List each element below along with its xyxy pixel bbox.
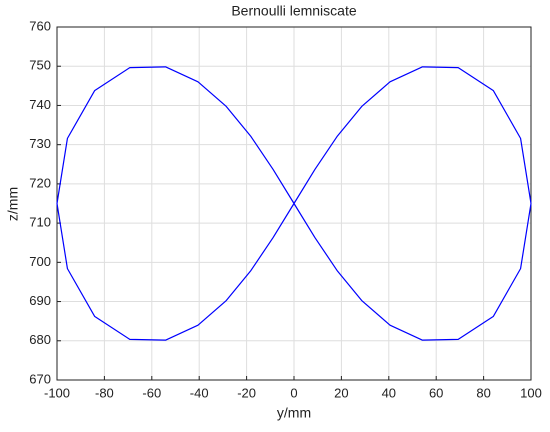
y-tick-label: 710 <box>29 215 51 230</box>
chart-title: Bernoulli lemniscate <box>231 3 356 19</box>
y-tick-label: 680 <box>29 332 51 347</box>
y-tick-label: 750 <box>29 58 51 73</box>
y-tick-label: 730 <box>29 136 51 151</box>
x-tick-label: 20 <box>334 385 348 400</box>
x-tick-label: -40 <box>190 385 209 400</box>
y-tick-label: 720 <box>29 175 51 190</box>
x-tick-label: 80 <box>476 385 490 400</box>
y-tick-label: 700 <box>29 254 51 269</box>
y-tick-label: 760 <box>29 18 51 33</box>
y-tick-label: 670 <box>29 371 51 386</box>
y-tick-label: 690 <box>29 293 51 308</box>
y-tick-label: 740 <box>29 97 51 112</box>
x-tick-label: -20 <box>237 385 256 400</box>
line <box>56 66 532 341</box>
x-tick-label: 60 <box>429 385 443 400</box>
x-tick-label: 100 <box>520 385 542 400</box>
x-axis-label: y/mm <box>277 405 311 421</box>
x-tick-label: 0 <box>290 385 297 400</box>
x-tick-label: -80 <box>95 385 114 400</box>
y-axis-label: z/mm <box>5 187 21 221</box>
x-tick-label: 40 <box>382 385 396 400</box>
x-tick-label: -60 <box>142 385 161 400</box>
x-tick-label: -100 <box>44 385 70 400</box>
